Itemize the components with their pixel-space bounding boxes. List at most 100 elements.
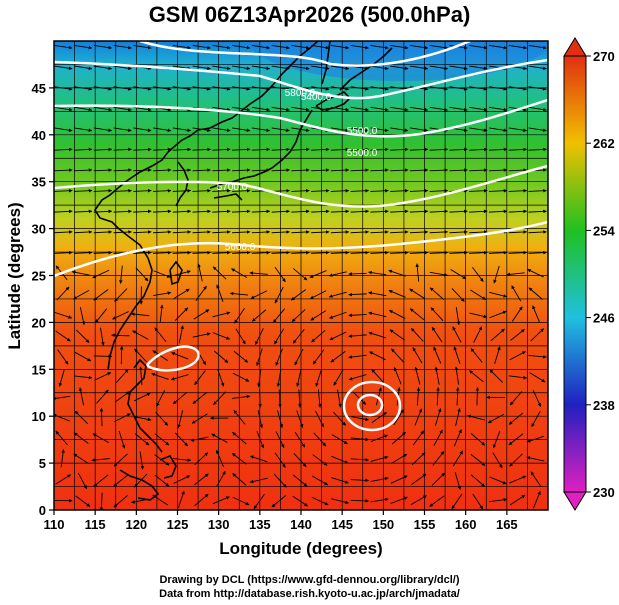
streamline-arrow <box>292 328 305 344</box>
streamline-arrow <box>257 410 264 429</box>
streamline-arrow <box>73 188 93 193</box>
streamline-arrow <box>233 409 246 425</box>
streamline-arrow <box>153 188 172 193</box>
streamline-arrow <box>135 267 149 282</box>
streamline-arrow <box>192 250 211 255</box>
streamline-arrow <box>291 250 310 255</box>
streamline-arrow <box>471 267 484 282</box>
streamline-arrow <box>528 287 543 300</box>
streamline-arrow <box>511 285 522 302</box>
streamline-arrow <box>256 431 264 449</box>
streamline-arrow <box>113 453 128 467</box>
streamline-arrow <box>294 431 306 448</box>
streamline-arrow <box>470 289 486 300</box>
y-tick-label: 5 <box>39 456 46 471</box>
streamline-arrow <box>311 86 330 91</box>
streamline-arrow <box>172 250 192 255</box>
contour-label: 5400.0 <box>301 92 332 103</box>
streamline-arrow <box>114 391 130 403</box>
streamline-arrow <box>390 250 409 255</box>
streamline-arrow <box>528 250 547 255</box>
streamline-arrow <box>271 147 290 152</box>
streamline-arrow <box>55 430 68 446</box>
streamline-arrow <box>527 268 544 278</box>
streamline-arrow <box>528 106 547 112</box>
streamline-arrow <box>429 271 448 277</box>
streamline-arrow <box>232 230 251 234</box>
streamline-arrow <box>391 348 404 363</box>
streamline-arrow <box>192 209 211 214</box>
streamline-arrow <box>430 307 444 322</box>
streamline-arrow <box>510 328 525 341</box>
streamline-arrow <box>54 168 73 172</box>
height-contours <box>54 41 548 432</box>
streamline-arrow <box>73 432 89 444</box>
streamline-arrow <box>113 147 132 152</box>
streamline-arrow <box>177 490 185 509</box>
streamline-arrow <box>192 230 211 234</box>
streamline-arrow <box>212 127 231 132</box>
x-tick-label: 160 <box>455 517 477 532</box>
streamline-arrow <box>232 473 247 486</box>
streamline-arrow <box>133 86 152 91</box>
streamline-arrow <box>311 188 330 193</box>
streamline-arrow <box>333 411 347 426</box>
streamline-arrow <box>487 413 505 424</box>
streamline-arrow <box>469 209 488 214</box>
streamline-arrow <box>412 430 425 446</box>
x-tick-label: 125 <box>167 517 189 532</box>
streamline-arrow <box>331 455 349 464</box>
streamline-arrow <box>173 288 190 299</box>
streamline-arrow <box>429 147 449 152</box>
streamline-arrow <box>508 147 528 152</box>
streamline-arrow <box>278 389 282 408</box>
streamline-arrow <box>172 188 192 193</box>
streamline-arrow <box>172 230 192 234</box>
streamline-arrow <box>509 475 527 484</box>
streamline-arrow <box>93 147 113 152</box>
streamline-arrow <box>470 433 486 446</box>
streamline-arrow <box>508 188 528 193</box>
streamline-arrow <box>77 472 88 490</box>
streamline-arrow <box>370 455 389 462</box>
streamline-arrow <box>193 309 210 320</box>
streamline-arrow <box>309 290 327 300</box>
streamline-arrow <box>350 147 369 152</box>
streamline-arrow <box>257 368 262 388</box>
streamline-arrow <box>432 451 445 466</box>
streamline-arrow <box>528 147 547 152</box>
streamline-arrow <box>370 65 389 71</box>
streamline-arrow <box>251 230 271 234</box>
contour-label: 5800.0 <box>285 88 316 99</box>
streamline-arrow <box>429 188 449 193</box>
streamline-arrow <box>508 86 527 91</box>
streamline-arrow <box>429 495 445 507</box>
streamline-arrow <box>192 44 211 50</box>
streamline-arrow <box>271 106 290 112</box>
streamline-arrow <box>271 44 290 50</box>
streamline-arrow <box>312 454 328 466</box>
streamline-arrow <box>251 65 271 71</box>
streamline-arrow <box>508 168 528 172</box>
streamline-arrow <box>329 331 347 341</box>
streamline-arrow <box>173 475 191 484</box>
streamline-arrow <box>95 308 108 323</box>
streamline-arrow <box>297 389 302 408</box>
streamline-arrow <box>489 310 507 319</box>
streamline-arrow <box>528 44 547 50</box>
streamline-arrow <box>311 44 330 50</box>
streamline-arrow <box>409 44 429 50</box>
streamline-arrow <box>154 474 170 487</box>
streamline-arrow <box>233 350 249 363</box>
streamline-arrow <box>390 65 409 71</box>
streamline-arrow <box>75 495 91 507</box>
streamline-arrow <box>93 188 113 193</box>
streamline-arrow <box>153 127 172 132</box>
streamline-arrow <box>232 65 251 71</box>
streamline-arrow <box>488 168 508 172</box>
streamline-arrow <box>57 349 69 365</box>
streamline-arrow <box>388 309 406 319</box>
streamline-arrow <box>290 289 307 301</box>
streamline-arrow <box>370 434 389 443</box>
streamline-arrow <box>271 86 290 91</box>
